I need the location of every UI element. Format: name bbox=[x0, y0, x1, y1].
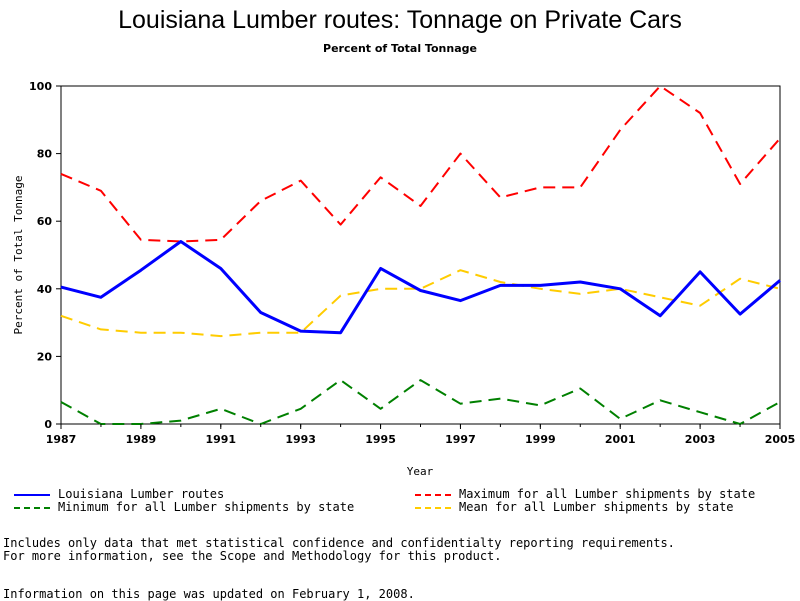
x-tick-label: 1989 bbox=[126, 433, 157, 446]
x-tick-label: 1999 bbox=[525, 433, 556, 446]
series-line-2 bbox=[60, 379, 781, 425]
y-tick-label: 60 bbox=[37, 215, 53, 228]
y-axis-ticks: 0 20 40 60 80 100 bbox=[29, 80, 61, 431]
legend-swatch-yellow bbox=[415, 506, 451, 509]
legend-item-maximum: Maximum for all Lumber shipments by stat… bbox=[415, 487, 755, 501]
note-methodology: For more information, see the Scope and … bbox=[3, 549, 502, 563]
x-axis-ticks: 1987 1989 1991 1993 1995 1997 1999 2001 2003 2005 bbox=[46, 424, 796, 446]
legend-swatch-red bbox=[415, 493, 451, 496]
x-tick-label: 2003 bbox=[685, 433, 716, 446]
note-confidence: Includes only data that met statistical … bbox=[3, 536, 675, 550]
x-tick-label: 1991 bbox=[205, 433, 236, 446]
x-axis-label: Year bbox=[407, 465, 434, 478]
x-tick-label: 1997 bbox=[445, 433, 476, 446]
legend-item-minimum: Minimum for all Lumber shipments by stat… bbox=[14, 500, 354, 514]
x-tick-label: 1993 bbox=[285, 433, 316, 446]
legend-swatch-blue bbox=[14, 493, 50, 496]
note-updated: Information on this page was updated on … bbox=[3, 587, 415, 601]
legend-label: Minimum for all Lumber shipments by stat… bbox=[58, 500, 355, 514]
series-line-3 bbox=[60, 269, 781, 338]
y-tick-label: 0 bbox=[44, 418, 52, 431]
x-tick-label: 2005 bbox=[765, 433, 796, 446]
y-tick-label: 100 bbox=[29, 80, 52, 93]
chart-title: Louisiana Lumber routes: Tonnage on Priv… bbox=[118, 6, 682, 34]
y-tick-label: 80 bbox=[37, 148, 53, 161]
legend-swatch-green bbox=[14, 506, 50, 509]
y-tick-label: 20 bbox=[37, 350, 53, 363]
legend-label: Louisiana Lumber routes bbox=[58, 487, 225, 501]
y-axis-label: Percent of Total Tonnage bbox=[12, 176, 25, 335]
x-tick-label: 2001 bbox=[605, 433, 636, 446]
y-tick-label: 40 bbox=[37, 283, 53, 296]
series-line-1 bbox=[60, 85, 781, 243]
legend-item-louisiana: Louisiana Lumber routes bbox=[14, 487, 224, 501]
legend-item-mean: Mean for all Lumber shipments by state bbox=[415, 500, 734, 514]
x-tick-label: 1995 bbox=[365, 433, 396, 446]
plot-frame bbox=[60, 85, 781, 425]
x-tick-label: 1987 bbox=[46, 433, 77, 446]
chart-subtitle: Percent of Total Tonnage bbox=[323, 42, 477, 55]
plot-area bbox=[60, 85, 781, 425]
legend-label: Mean for all Lumber shipments by state bbox=[459, 500, 734, 514]
legend-label: Maximum for all Lumber shipments by stat… bbox=[459, 487, 756, 501]
series-line-0 bbox=[60, 240, 781, 335]
series-layer bbox=[60, 85, 781, 425]
